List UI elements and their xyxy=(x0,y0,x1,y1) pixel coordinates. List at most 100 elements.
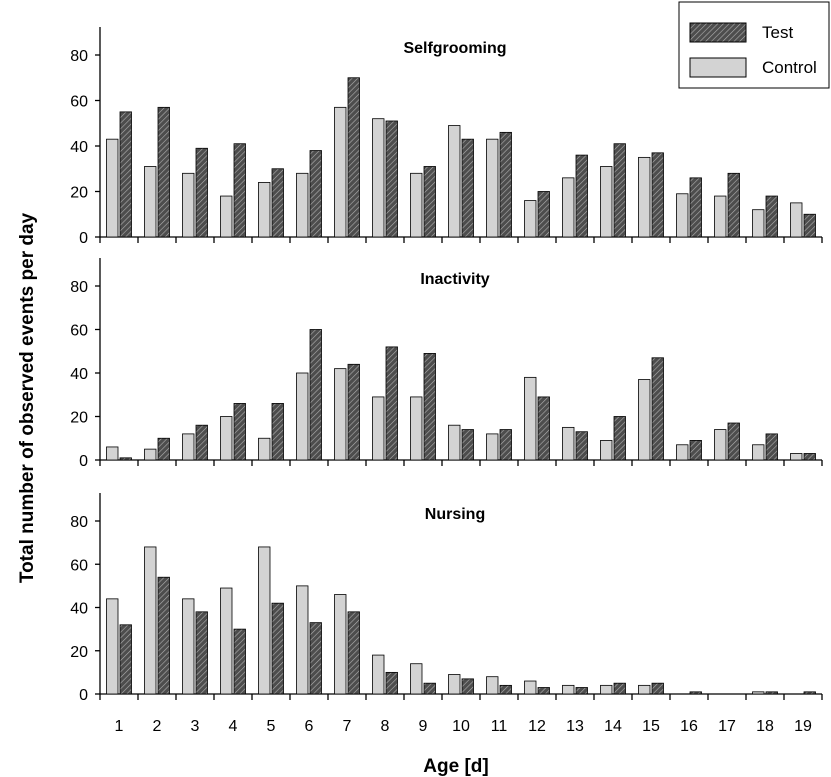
bar-control xyxy=(372,654,385,695)
legend-label-test: Test xyxy=(762,23,793,42)
bar-control xyxy=(676,193,689,238)
legend: Test Control xyxy=(678,1,830,89)
bar-test xyxy=(423,166,436,238)
bar-control xyxy=(410,396,423,461)
bar-test xyxy=(651,152,664,238)
bar-control xyxy=(182,433,195,461)
bar-control xyxy=(144,546,157,695)
panels: Selfgrooming 0 20 40 60 80 Inactivity 0 20 40 60 80… xyxy=(70,27,823,704)
bar-test xyxy=(385,120,398,238)
bar-test xyxy=(347,77,360,238)
y-tick-label: 80 xyxy=(70,514,88,531)
bar-control xyxy=(372,118,385,238)
bar-test xyxy=(613,682,626,695)
panel-title: Inactivity xyxy=(420,271,489,288)
bar-control xyxy=(562,426,575,461)
y-tick-label: 60 xyxy=(70,323,88,340)
bar-control xyxy=(296,172,309,238)
y-tick-label: 80 xyxy=(70,48,88,65)
bar-control xyxy=(752,209,765,238)
bar-test xyxy=(233,143,246,238)
bar-test xyxy=(119,457,132,461)
bar-test xyxy=(765,691,778,695)
y-tick-label: 80 xyxy=(70,279,88,296)
bar-control xyxy=(752,444,765,461)
panel-selfgrooming: Selfgrooming 0 20 40 60 80 xyxy=(70,27,823,247)
x-tick-label: 5 xyxy=(267,718,276,735)
x-tick-label: 1 xyxy=(115,718,124,735)
bar-test xyxy=(157,437,170,461)
bar-control xyxy=(258,546,271,695)
bar-test xyxy=(651,357,664,461)
bar-test xyxy=(727,422,740,461)
bar-control xyxy=(448,125,461,238)
bar-control xyxy=(182,598,195,695)
x-tick-label: 16 xyxy=(680,718,698,735)
x-tick-label: 12 xyxy=(528,718,546,735)
bar-control xyxy=(334,594,347,695)
bar-control xyxy=(410,172,423,238)
bar-control xyxy=(448,674,461,695)
bar-test xyxy=(803,691,816,695)
bar-test xyxy=(537,687,550,695)
bar-control xyxy=(562,684,575,695)
x-tick-label: 8 xyxy=(381,718,390,735)
bar-test xyxy=(537,396,550,461)
bar-test xyxy=(499,684,512,695)
bar-test xyxy=(537,191,550,238)
bar-control xyxy=(258,181,271,238)
x-axis: 1 2 3 4 5 6 7 8 9 10 11 12 13 14 15 16 17 18 19 xyxy=(115,718,812,735)
bar-test xyxy=(575,431,588,461)
bar-test xyxy=(499,429,512,461)
legend-label-control: Control xyxy=(762,58,817,77)
bar-control xyxy=(296,372,309,461)
x-tick-label: 15 xyxy=(642,718,660,735)
panel-title: Nursing xyxy=(425,506,485,523)
bar-test xyxy=(309,150,322,238)
bar-control xyxy=(258,437,271,461)
bar-control xyxy=(334,106,347,238)
bar-control xyxy=(410,663,423,695)
bar-control xyxy=(448,424,461,461)
x-tick-label: 17 xyxy=(718,718,736,735)
panel-inactivity: Inactivity 0 20 40 60 80 xyxy=(70,258,823,470)
bar-test xyxy=(309,622,322,695)
bar-control xyxy=(106,138,119,238)
y-tick-label: 20 xyxy=(70,410,88,427)
x-tick-label: 19 xyxy=(794,718,812,735)
bar-test xyxy=(157,106,170,238)
bar-control xyxy=(562,177,575,238)
bar-test xyxy=(233,628,246,695)
bar-test xyxy=(499,131,512,238)
x-axis-title: Age [d] xyxy=(423,756,488,777)
bar-test xyxy=(347,363,360,461)
panel-nursing: Nursing 0 20 40 60 80 xyxy=(70,493,823,704)
y-tick-label: 40 xyxy=(70,366,88,383)
bar-test xyxy=(423,353,436,461)
bar-control xyxy=(790,453,803,461)
bar-control xyxy=(752,691,765,695)
x-tick-label: 7 xyxy=(343,718,352,735)
x-tick-label: 9 xyxy=(419,718,428,735)
x-tick-label: 13 xyxy=(566,718,584,735)
y-tick-label: 0 xyxy=(79,687,88,704)
bar-control xyxy=(486,433,499,461)
bar-test xyxy=(271,168,284,238)
bar-control xyxy=(676,444,689,461)
bar-test xyxy=(765,433,778,461)
panel-title: Selfgrooming xyxy=(403,40,506,57)
bar-test xyxy=(575,687,588,695)
y-axis-title: Total number of observed events per day xyxy=(17,212,38,583)
x-tick-label: 6 xyxy=(305,718,314,735)
bar-control xyxy=(296,585,309,695)
bar-control xyxy=(144,166,157,238)
bar-test xyxy=(423,682,436,695)
y-tick-label: 60 xyxy=(70,94,88,111)
x-tick-label: 18 xyxy=(756,718,774,735)
bar-test xyxy=(765,195,778,238)
bar-test xyxy=(195,424,208,461)
bar-test xyxy=(385,671,398,695)
bar-test xyxy=(271,403,284,461)
bar-test xyxy=(347,611,360,695)
